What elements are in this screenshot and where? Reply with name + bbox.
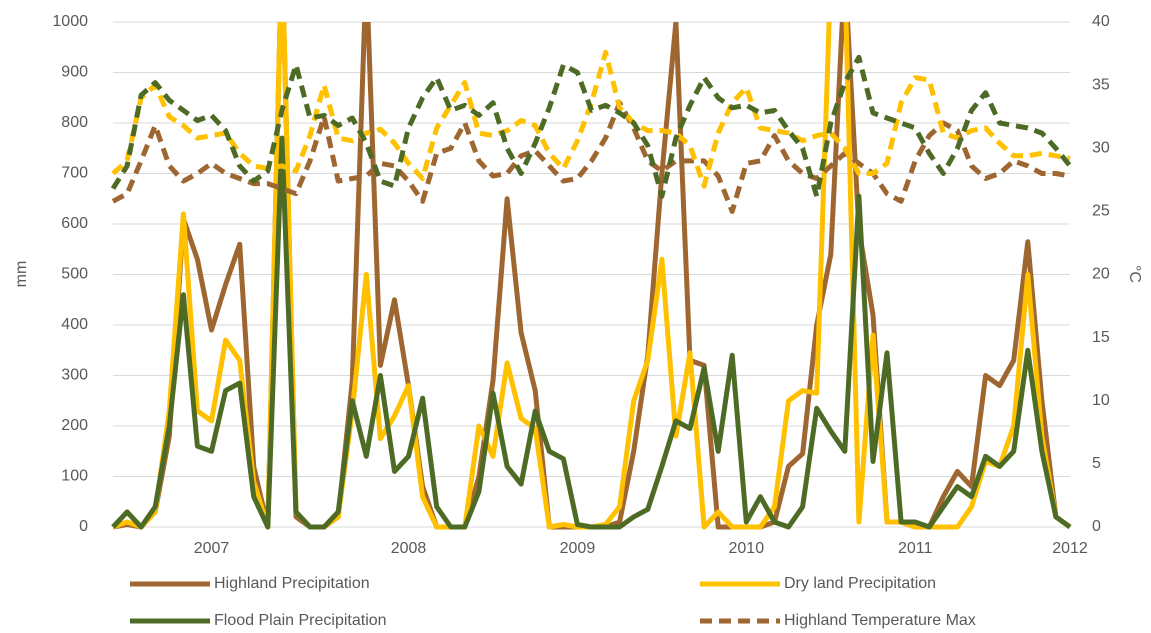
y2-tick-label: 15 [1092,329,1110,346]
y2-tick-label: 35 [1092,76,1110,93]
y2-tick-label: 25 [1092,203,1110,220]
dashed-line [110,54,1072,199]
line [112,22,1072,530]
legend-label: Highland Precipitation [214,575,370,592]
y-axis-label: mm [13,261,30,288]
y2-tick-label: 0 [1092,518,1101,535]
y-tick-label: 600 [61,215,88,232]
y-tick-label: 200 [61,417,88,434]
y-tick-label: 700 [61,165,88,182]
legend: Highland Precipitation Dry land Precipita… [130,575,976,629]
y2-tick-label: 40 [1092,13,1110,30]
y-tick-label: 0 [79,518,88,535]
line [112,22,1072,530]
y-tick-label: 300 [61,367,88,384]
y-tick-label: 100 [61,468,88,485]
grid [113,21,1070,528]
legend-label: Dry land Precipitation [784,575,936,592]
y2-tick-label: 20 [1092,266,1110,283]
line [111,135,1072,530]
x-tick-label: 2010 [729,540,765,557]
y2-tick-label: 5 [1092,455,1101,472]
dashed-line [111,49,1071,189]
axis-labels: 0 100 200 300 400 500 600 700 800 900 1000 0 5 10 15 20… [52,13,1109,557]
y-tick-label: 1000 [52,13,88,30]
x-tick-label: 2012 [1052,540,1088,557]
x-tick-label: 2011 [898,540,933,557]
plot-area [110,22,1072,530]
x-tick-label: 2009 [560,540,596,557]
y-tick-label: 800 [61,114,88,131]
x-tick-label: 2008 [391,540,427,557]
y2-tick-label: 10 [1092,392,1110,409]
y-tick-label: 400 [61,316,88,333]
y2-tick-label: 30 [1092,139,1110,156]
legend-label: Flood Plain Precipitation [214,612,387,629]
dashed-line [111,100,1071,214]
y-tick-label: 500 [61,266,88,283]
y2-axis-label: °C [1126,265,1143,283]
y-tick-label: 900 [61,64,88,81]
x-tick-label: 2007 [194,540,230,557]
legend-label: Highland Temperature Max [784,612,976,629]
